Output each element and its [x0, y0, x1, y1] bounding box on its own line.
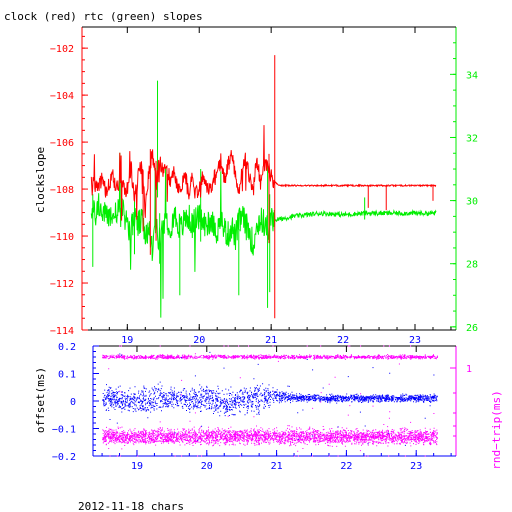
bottom-xtick-label: 22	[340, 461, 352, 472]
bottom-ylabel: offset(ms)	[34, 367, 47, 433]
footer-label: 2012-11-18 chars	[78, 500, 184, 512]
top-xtick-label: 21	[265, 335, 277, 346]
rnd-trip-lower-points	[102, 390, 438, 457]
top-xtick-label: 19	[121, 335, 133, 346]
bottom-y2tick-label: 1	[466, 364, 472, 375]
top-y2tick-label: 34	[466, 70, 478, 81]
top-y2tick-label: 30	[466, 197, 478, 208]
rnd-trip-upper-points	[102, 345, 438, 385]
bottom-ytick-label: 0.1	[58, 370, 76, 381]
bottom-xtick-label: 19	[131, 461, 143, 472]
top-ytick-label: −104	[50, 91, 74, 102]
top-ylabel: clockslope	[34, 147, 47, 213]
chart-title: clock (red) rtc (green) slopes	[4, 10, 203, 23]
bottom-xtick-label: 23	[410, 461, 422, 472]
top-xtick-label: 20	[193, 335, 205, 346]
top-xtick-label: 23	[409, 335, 421, 346]
top-ytick-label: −114	[50, 326, 74, 337]
top-ytick-label: −110	[50, 232, 74, 243]
top-ytick-label: −106	[50, 138, 74, 149]
bottom-xtick-label: 20	[201, 461, 213, 472]
bottom-ytick-label: 0.2	[58, 342, 76, 353]
bottom-y2label: rnd−trip(ms)	[490, 390, 503, 469]
top-ytick-label: −108	[50, 185, 74, 196]
rtc-series-line	[90, 152, 437, 318]
bottom-ytick-label: 0	[70, 397, 76, 408]
bottom-ytick-label: −0.2	[52, 452, 76, 463]
top-xtick-label: 22	[337, 335, 349, 346]
top-ytick-label: −112	[50, 279, 74, 290]
offset-points	[102, 351, 438, 446]
top-panel: −114 −112 −110 −108 −106 −104 −102 26 28 30 32 34 19…	[50, 26, 478, 346]
top-y2tick-label: 26	[466, 323, 478, 334]
bottom-ytick-label: −0.1	[52, 425, 76, 436]
top-y2tick-label: 28	[466, 260, 478, 271]
top-y2tick-label: 32	[466, 133, 478, 144]
top-ytick-label: −102	[50, 44, 74, 55]
clock-series-line	[90, 125, 437, 221]
bottom-xtick-label: 21	[271, 461, 283, 472]
bottom-panel: −0.2 −0.1 0 0.1 0.2 1 19 20 21 22 23	[52, 342, 472, 472]
